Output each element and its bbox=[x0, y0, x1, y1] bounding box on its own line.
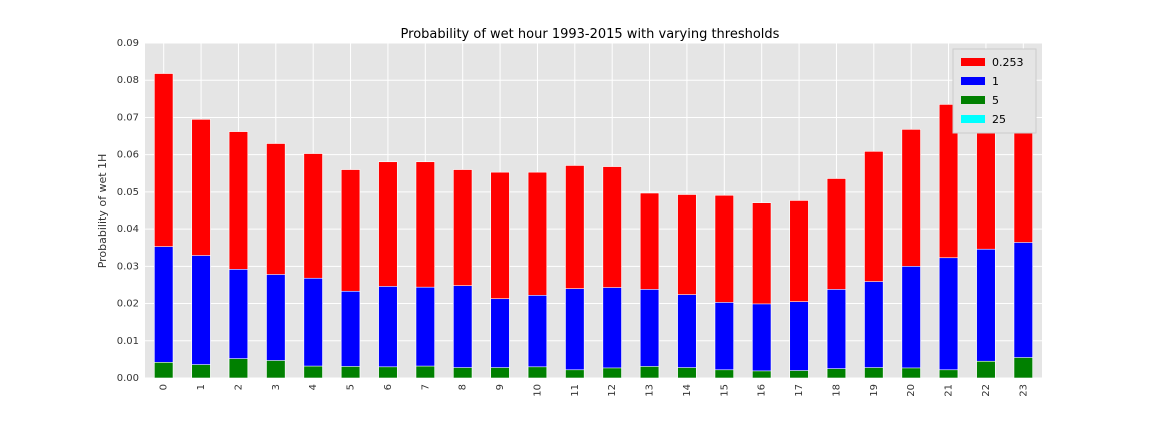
y-tick-label: 0.02 bbox=[117, 299, 139, 310]
x-tick-label: 7 bbox=[420, 384, 431, 390]
bar-1-1 bbox=[191, 255, 211, 379]
legend-swatch-1 bbox=[961, 77, 985, 85]
x-tick-label: 16 bbox=[757, 384, 768, 397]
y-tick-label: 0.01 bbox=[117, 336, 139, 347]
y-tick-label: 0.08 bbox=[117, 75, 139, 86]
plot-area bbox=[145, 43, 1042, 378]
bar-1-16 bbox=[752, 303, 772, 379]
bar-1-13 bbox=[639, 289, 660, 379]
bar-5-2 bbox=[228, 358, 249, 379]
bar-5-6 bbox=[378, 366, 398, 379]
bar-1-7 bbox=[415, 286, 435, 379]
bar-1-0 bbox=[154, 246, 174, 379]
x-tick-label: 4 bbox=[308, 384, 319, 390]
y-tick-label: 0.00 bbox=[117, 373, 139, 384]
legend-label-25: 25 bbox=[992, 113, 1006, 126]
chart-title: Probability of wet hour 1993-2015 with v… bbox=[401, 27, 780, 42]
x-tick-label: 13 bbox=[645, 384, 656, 397]
y-axis: 0.00 0.01 0.02 0.03 0.04 0.05 0.06 0.07 0.08 0.09 bbox=[117, 38, 139, 384]
legend-label-1: 1 bbox=[992, 75, 999, 88]
bars bbox=[154, 73, 1033, 379]
x-tick-label: 17 bbox=[794, 384, 805, 397]
x-axis: 0 1 2 3 4 5 6 7 8 9 10 11 12 13 14 15 16 17 18 19 20 21 22 23 bbox=[159, 384, 1030, 397]
x-tick-label: 3 bbox=[271, 384, 282, 390]
bar-1-5 bbox=[340, 290, 361, 379]
bar-1-22 bbox=[976, 248, 996, 379]
x-tick-label: 5 bbox=[346, 384, 357, 390]
x-tick-label: 12 bbox=[607, 384, 618, 397]
x-tick-label: 22 bbox=[981, 384, 992, 397]
x-tick-label: 21 bbox=[944, 384, 955, 397]
y-tick-label: 0.03 bbox=[117, 261, 139, 272]
bar-5-22 bbox=[976, 360, 996, 379]
bar-1-18 bbox=[826, 289, 847, 379]
x-tick-label: 1 bbox=[196, 384, 207, 390]
bar-1-8 bbox=[453, 285, 473, 379]
bar-1-14 bbox=[677, 294, 697, 379]
x-tick-label: 6 bbox=[383, 384, 394, 390]
x-tick-label: 19 bbox=[869, 384, 880, 397]
x-tick-label: 14 bbox=[682, 384, 693, 397]
legend-swatch-5 bbox=[961, 96, 985, 104]
bar-1-10 bbox=[527, 295, 548, 379]
bar-5-5 bbox=[340, 366, 361, 379]
legend-label-0.253: 0.253 bbox=[992, 56, 1024, 69]
x-tick-label: 23 bbox=[1018, 384, 1029, 397]
bar-1-21 bbox=[938, 257, 959, 379]
x-tick-label: 0 bbox=[159, 384, 170, 390]
bar-5-14 bbox=[677, 367, 697, 379]
bar-5-17 bbox=[789, 370, 809, 379]
bar-1-6 bbox=[378, 286, 398, 379]
bar-5-18 bbox=[826, 368, 847, 379]
legend-label-5: 5 bbox=[992, 94, 999, 107]
bar-1-9 bbox=[490, 298, 510, 379]
bar-1-12 bbox=[602, 287, 622, 379]
bar-1-15 bbox=[714, 302, 734, 379]
y-axis-label: Probability of wet 1H bbox=[96, 154, 109, 269]
bar-5-1 bbox=[191, 364, 211, 379]
x-tick-label: 8 bbox=[458, 384, 469, 390]
bar-5-10 bbox=[527, 366, 548, 379]
bar-5-13 bbox=[639, 366, 660, 379]
bar-5-16 bbox=[752, 370, 772, 379]
x-tick-label: 15 bbox=[719, 384, 730, 397]
x-tick-label: 20 bbox=[906, 384, 917, 397]
x-tick-label: 9 bbox=[495, 384, 506, 390]
y-tick-label: 0.06 bbox=[117, 150, 139, 161]
bar-5-0 bbox=[154, 362, 174, 379]
bar-5-11 bbox=[565, 369, 585, 379]
y-tick-label: 0.05 bbox=[117, 187, 139, 198]
bar-5-23 bbox=[1013, 357, 1033, 379]
bar-5-19 bbox=[864, 367, 884, 379]
x-tick-label: 2 bbox=[233, 384, 244, 390]
bar-1-19 bbox=[864, 281, 884, 379]
y-tick-label: 0.04 bbox=[117, 224, 139, 235]
x-tick-label: 10 bbox=[532, 384, 543, 397]
bar-5-7 bbox=[415, 365, 435, 379]
legend-swatch-25 bbox=[961, 115, 985, 123]
bar-5-15 bbox=[714, 369, 734, 379]
bar-5-20 bbox=[901, 367, 921, 379]
bar-5-4 bbox=[303, 365, 323, 379]
bar-5-12 bbox=[602, 367, 622, 379]
x-tick-label: 11 bbox=[570, 384, 581, 397]
y-tick-label: 0.09 bbox=[117, 38, 139, 49]
x-tick-label: 18 bbox=[831, 384, 842, 397]
bar-5-8 bbox=[453, 367, 473, 379]
bar-5-3 bbox=[266, 360, 286, 379]
legend: 0.253 1 5 25 bbox=[952, 48, 1037, 134]
bar-1-4 bbox=[303, 277, 323, 379]
bar-1-11 bbox=[565, 288, 585, 379]
bar-5-21 bbox=[938, 369, 959, 379]
legend-swatch-0.253 bbox=[961, 58, 985, 66]
bar-1-17 bbox=[789, 301, 809, 379]
bar-5-9 bbox=[490, 367, 510, 379]
bar-1-20 bbox=[901, 266, 921, 379]
y-tick-label: 0.07 bbox=[117, 112, 139, 123]
